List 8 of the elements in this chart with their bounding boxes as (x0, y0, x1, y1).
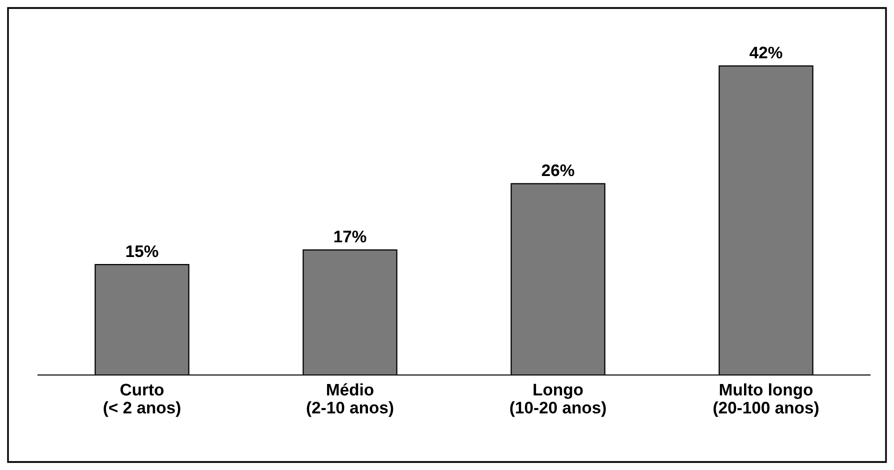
x-tick-label: Médio (2-10 anos) (306, 383, 394, 417)
x-tick-label: Curto (< 2 anos) (104, 384, 180, 417)
x-tick-label: Multo longo (20-100 anos) (714, 383, 818, 417)
data-label: 26% (542, 164, 574, 176)
data-label: 42% (750, 46, 782, 58)
x-tick-label: Longo (10-20 anos) (510, 384, 606, 417)
data-label: 17% (334, 230, 366, 242)
data-label: 15% (126, 245, 158, 258)
